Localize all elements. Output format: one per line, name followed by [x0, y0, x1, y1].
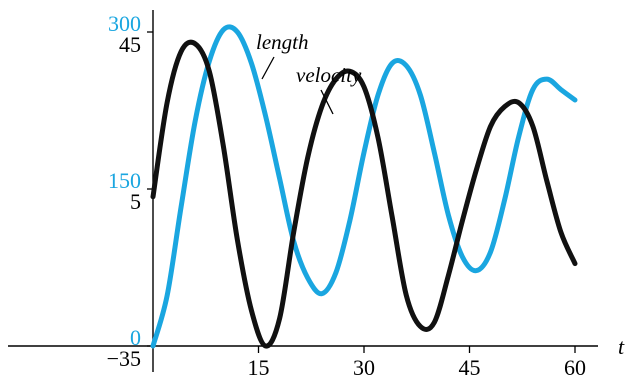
y-left-tick-label: 5 — [130, 189, 141, 214]
y-right-tick-label: 150 — [108, 168, 141, 193]
velocity-annotation: velocity — [296, 63, 362, 87]
y-left-tick-label: −35 — [107, 346, 141, 371]
series-lines — [150, 24, 578, 349]
y-left-tick-label: 45 — [119, 32, 141, 57]
x-tick-label: 60 — [564, 355, 586, 380]
velocity-leader-line — [320, 89, 334, 115]
x-tick-label: 45 — [459, 355, 481, 380]
velocity-series-line — [150, 39, 578, 349]
x-tick-label: 30 — [353, 355, 375, 380]
x-tick-label: 15 — [248, 355, 270, 380]
annotations: length velocity — [256, 30, 362, 115]
length-series-line — [150, 24, 578, 349]
length-leader-line — [261, 56, 275, 80]
x-axis-label: t — [618, 334, 625, 359]
ticks: 15 30 45 60 45 5 −35 300 150 0 — [107, 11, 586, 380]
y-right-tick-label: 0 — [130, 325, 141, 350]
length-annotation: length — [256, 30, 309, 54]
y-right-tick-label: 300 — [108, 11, 141, 36]
